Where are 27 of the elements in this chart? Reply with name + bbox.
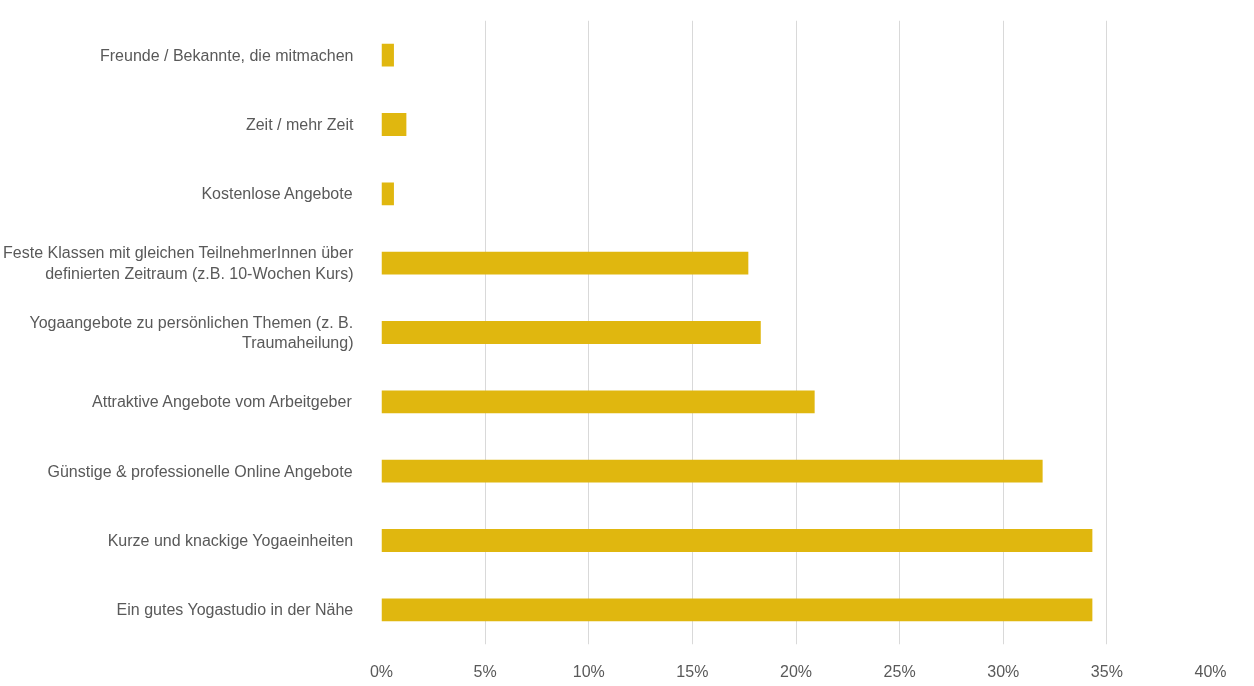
x-tick-label: 30%: [987, 662, 1020, 680]
bar: [381, 251, 749, 275]
bar: [381, 529, 1093, 552]
x-tick-label: 5%: [473, 662, 497, 680]
x-tick-label: 0%: [369, 662, 394, 680]
y-tick-label: Günstige & professionelle Online Angebote: [47, 462, 353, 480]
x-tick-label: 35%: [1090, 662, 1123, 680]
bar: [381, 459, 1043, 483]
y-tick-label: Ein gutes Yogastudio in der Nähe: [116, 601, 354, 619]
x-tick-label: 15%: [676, 662, 709, 680]
y-tick-label: Kostenlose Angebote: [201, 185, 353, 203]
y-tick-label: Zeit / mehr Zeit: [245, 116, 355, 133]
x-tick-label: 10%: [572, 662, 605, 680]
y-tick-label: Attraktive Angebote vom Arbeitgeber: [92, 393, 353, 411]
x-tick-label: 25%: [883, 662, 916, 680]
bar: [381, 182, 394, 206]
bar: [381, 321, 761, 344]
y-tick-label: Kurze und knackige Yogaeinheiten: [107, 532, 354, 549]
bar: [381, 598, 1093, 622]
y-tick-label: Feste Klassen mit gleichen TeilnehmerInnen über definierten Zeitraum (z.B. 10-Wochen Kurs): [3, 244, 354, 282]
y-tick-label: Freunde / Bekannte, die mitmachen: [100, 46, 354, 64]
y-tick-label: Yogaangebote zu persönlichen Themen (z. B. Traumaheilung): [29, 313, 354, 352]
x-tick-label: 40%: [1194, 662, 1227, 680]
bar: [381, 43, 394, 67]
bar: [381, 113, 407, 136]
bar: [381, 390, 815, 414]
x-tick-label: 20%: [779, 662, 813, 680]
